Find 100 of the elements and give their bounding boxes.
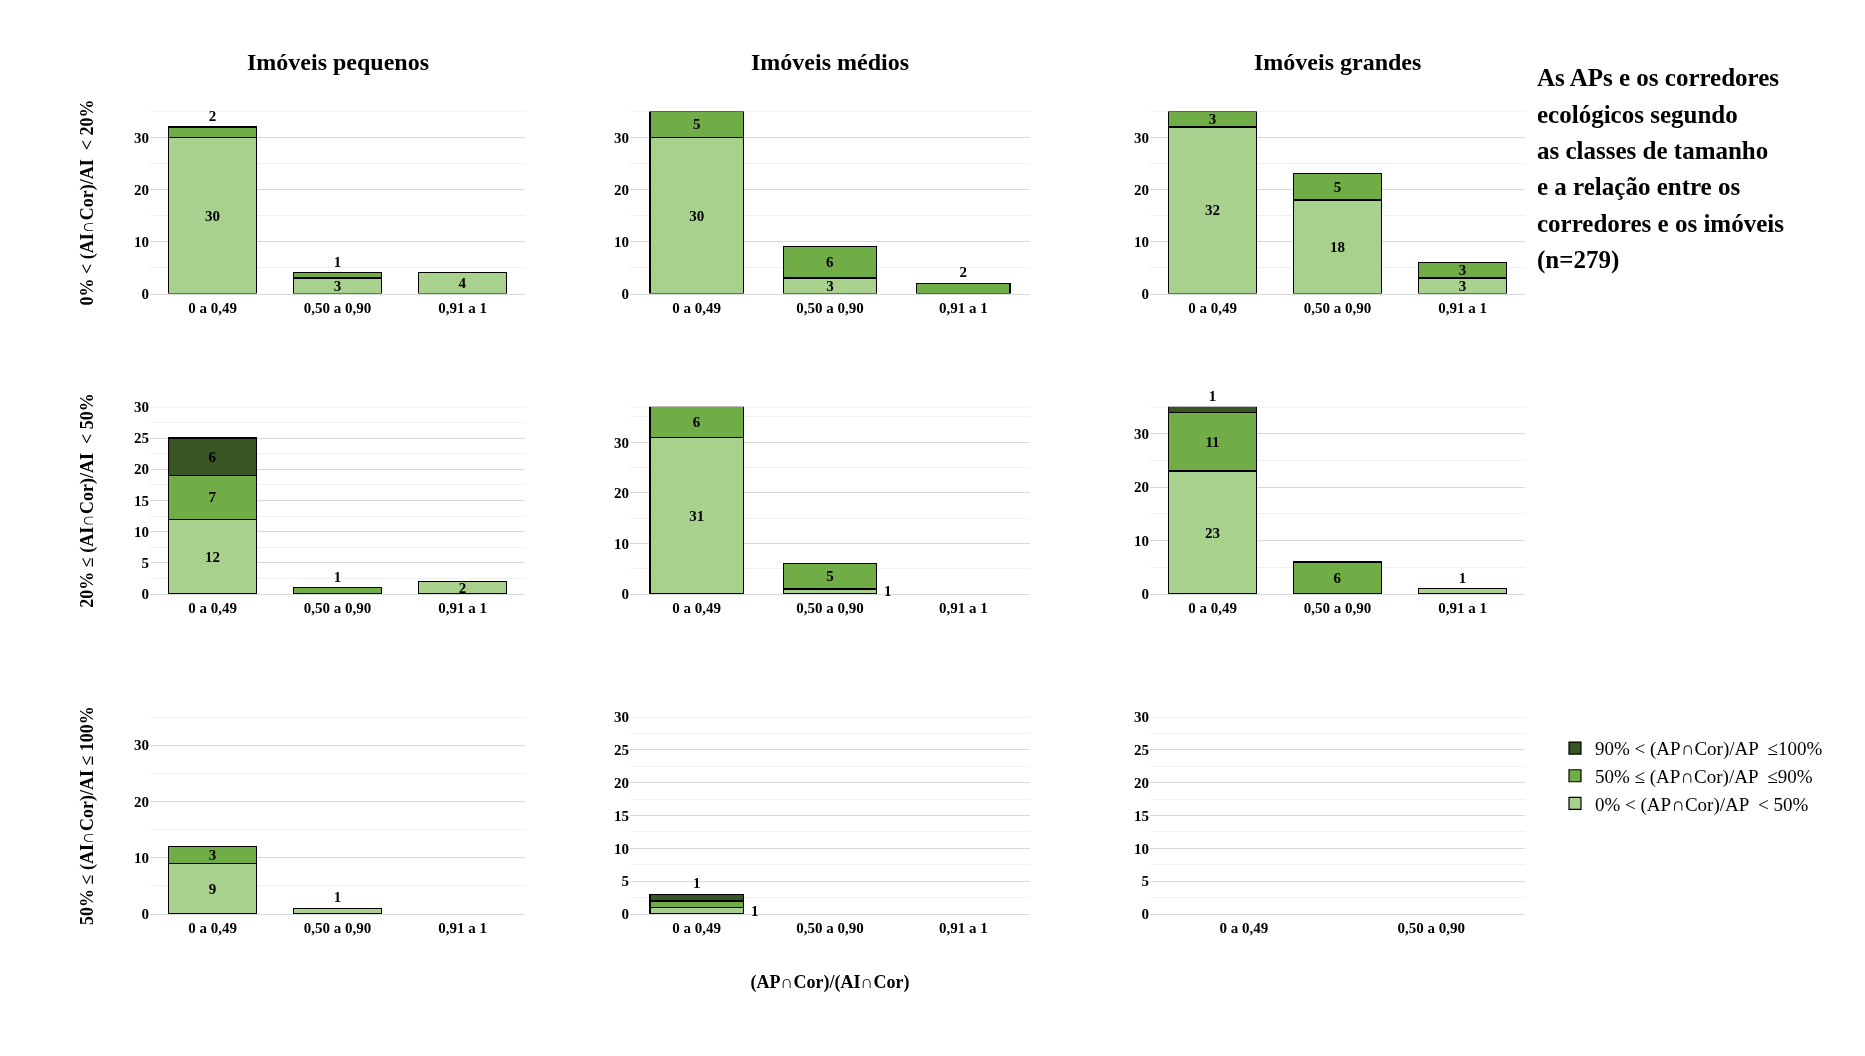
data-label: 5 bbox=[826, 568, 834, 585]
data-label: 1 bbox=[1458, 569, 1467, 586]
data-label: 6 bbox=[826, 254, 834, 271]
x-tick-label: 0,91 a 1 bbox=[1438, 599, 1487, 616]
y-tick-label: 10 bbox=[614, 840, 629, 857]
y-tick-label: 30 bbox=[1134, 425, 1149, 442]
data-label: 7 bbox=[208, 489, 217, 506]
y-tick-label: 0 bbox=[141, 586, 149, 603]
bar bbox=[293, 907, 382, 915]
text: corredores e os imóveis bbox=[1537, 210, 1785, 237]
y-tick-label: 0 bbox=[1141, 586, 1149, 603]
y-tick-label: 25 bbox=[1134, 742, 1149, 759]
data-label: 3 bbox=[1208, 111, 1217, 128]
y-tick-label: 10 bbox=[1134, 840, 1149, 857]
x-tick-label: 0,91 a 1 bbox=[438, 920, 487, 937]
x-tick-label: 0 a 0,49 bbox=[188, 599, 237, 616]
y-tick-label: 5 bbox=[141, 555, 149, 572]
x-tick-label: 0,91 a 1 bbox=[1438, 299, 1487, 316]
data-label: 9 bbox=[208, 880, 217, 897]
y-tick-label: 20 bbox=[614, 775, 629, 791]
data-label: 1 bbox=[1208, 387, 1217, 404]
data-label: 12 bbox=[205, 548, 220, 565]
bar bbox=[1293, 561, 1382, 594]
y-tick-label: 10 bbox=[1134, 233, 1149, 250]
x-axis-title: (AP∩Cor)/(AI∩Cor) bbox=[750, 972, 910, 994]
y-tick-label: 30 bbox=[134, 399, 149, 416]
data-label: 3 bbox=[826, 277, 834, 294]
y-tick-label: 15 bbox=[614, 807, 629, 824]
data-label: 6 bbox=[208, 448, 217, 465]
data-label: 23 bbox=[1205, 524, 1220, 541]
data-label: 3 bbox=[1458, 262, 1467, 279]
data-label: 1 bbox=[751, 903, 759, 919]
data-label: 30 bbox=[205, 207, 220, 224]
text: e a relação entre os bbox=[1537, 173, 1741, 200]
y-tick-label: 10 bbox=[614, 233, 629, 250]
data-label: 1 bbox=[692, 875, 701, 892]
y-tick-label: 25 bbox=[134, 430, 149, 447]
y-tick-label: 20 bbox=[134, 181, 149, 198]
legend-label: 50% ≤ (AP∩Cor)/AP ≤90% bbox=[1595, 766, 1813, 789]
data-label: 1 bbox=[884, 583, 892, 599]
y-tick-label: 15 bbox=[1134, 807, 1149, 824]
y-tick-label: 20 bbox=[614, 485, 629, 502]
x-tick-label: 0,50 a 0,90 bbox=[796, 299, 864, 316]
y-tick-label: 20 bbox=[614, 181, 629, 198]
bar bbox=[293, 587, 382, 594]
data-label: 1 bbox=[333, 253, 342, 270]
x-tick-label: 0,50 a 0,90 bbox=[796, 599, 864, 616]
x-tick-label: 0,50 a 0,90 bbox=[1303, 299, 1372, 316]
data-label: 2 bbox=[959, 264, 968, 281]
y-tick-label: 0 bbox=[141, 285, 149, 302]
chart-title: Imóveis pequenos bbox=[247, 49, 430, 75]
data-label: 31 bbox=[689, 507, 705, 524]
data-label: 18 bbox=[1330, 238, 1345, 255]
data-label: 32 bbox=[1205, 202, 1220, 219]
data-label: 5 bbox=[692, 116, 701, 133]
data-label: 30 bbox=[689, 207, 705, 224]
data-label: 6 bbox=[692, 414, 701, 431]
y-tick-label: 15 bbox=[134, 492, 149, 509]
text: (n=279) bbox=[1537, 246, 1620, 274]
y-tick-label: 10 bbox=[134, 850, 149, 867]
data-label: 2 bbox=[208, 108, 217, 125]
x-tick-label: 0 a 0,49 bbox=[672, 599, 722, 616]
y-tick-label: 10 bbox=[134, 523, 149, 540]
bar bbox=[916, 282, 1011, 294]
y-tick-label: 20 bbox=[134, 793, 149, 810]
y-tick-label: 0 bbox=[1141, 906, 1149, 923]
chart-title: Imóveis grandes bbox=[1254, 49, 1422, 75]
text: As APs e os corredores bbox=[1537, 64, 1780, 91]
data-label: 1 bbox=[333, 889, 342, 906]
y-tick-label: 0 bbox=[621, 906, 629, 923]
x-tick-label: 0,91 a 1 bbox=[938, 299, 988, 316]
data-label: 5 bbox=[1333, 178, 1342, 195]
y-tick-label: 25 bbox=[614, 742, 629, 759]
data-label: 4 bbox=[458, 275, 467, 292]
chart-title: Imóveis médios bbox=[751, 49, 909, 75]
y-tick-label: 5 bbox=[621, 873, 629, 890]
y-tick-label: 30 bbox=[1134, 709, 1149, 726]
y-tick-label: 0 bbox=[621, 285, 629, 302]
x-tick-label: 0 a 0,49 bbox=[1188, 299, 1237, 316]
data-label: 2 bbox=[458, 579, 467, 596]
y-tick-label: 20 bbox=[134, 461, 149, 478]
x-tick-label: 0,91 a 1 bbox=[938, 599, 988, 616]
x-tick-label: 0 a 0,49 bbox=[1219, 920, 1269, 937]
x-tick-label: 0 a 0,49 bbox=[188, 920, 237, 937]
bar bbox=[418, 580, 507, 594]
y-tick-label: 10 bbox=[1134, 532, 1149, 549]
x-tick-label: 0 a 0,49 bbox=[672, 299, 722, 316]
x-tick-label: 0 a 0,49 bbox=[188, 299, 237, 316]
text: as classes de tamanho bbox=[1537, 137, 1769, 164]
x-tick-label: 0,91 a 1 bbox=[938, 920, 988, 937]
x-tick-label: 0 a 0,49 bbox=[672, 920, 722, 937]
y-tick-label: 30 bbox=[614, 709, 629, 726]
x-tick-label: 0,50 a 0,90 bbox=[1397, 920, 1465, 937]
data-label: 6 bbox=[1333, 569, 1342, 586]
legend-label: 0% < (AP∩Cor)/AP < 50% bbox=[1595, 793, 1809, 816]
bar bbox=[418, 272, 507, 294]
x-tick-label: 0,50 a 0,90 bbox=[796, 920, 864, 937]
data-label: 1 bbox=[333, 568, 342, 585]
y-tick-label: 30 bbox=[134, 129, 149, 146]
data-label: 3 bbox=[333, 277, 342, 294]
